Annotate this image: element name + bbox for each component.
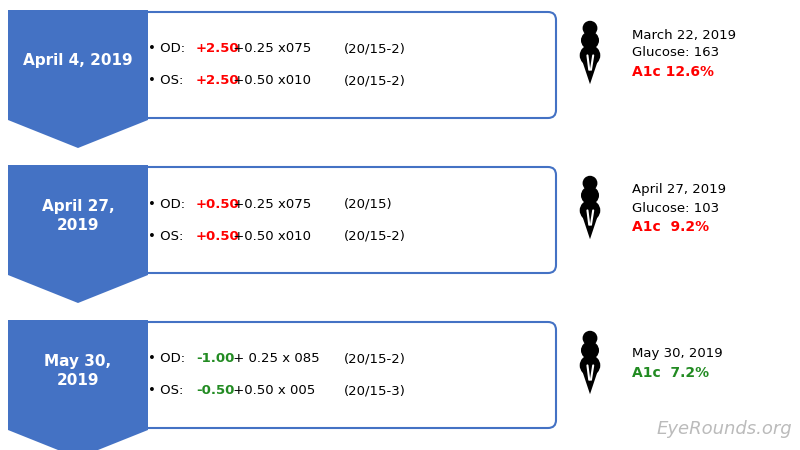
Text: +0.50: +0.50 — [196, 198, 240, 211]
Text: • OS:: • OS: — [148, 75, 192, 87]
Text: (20/15-2): (20/15-2) — [344, 42, 406, 55]
Text: • OD:: • OD: — [148, 42, 194, 55]
Polygon shape — [8, 10, 148, 148]
Text: A1c 12.6%: A1c 12.6% — [632, 65, 714, 79]
Text: April 27, 2019: April 27, 2019 — [632, 184, 726, 197]
Circle shape — [581, 46, 600, 65]
Polygon shape — [581, 55, 600, 84]
Text: -0.50: -0.50 — [196, 384, 234, 397]
Text: +2.50: +2.50 — [196, 75, 240, 87]
Text: Glucose: 103: Glucose: 103 — [632, 202, 719, 215]
Text: April 27,
2019: April 27, 2019 — [42, 199, 114, 233]
Polygon shape — [581, 365, 600, 394]
Text: -1.00: -1.00 — [196, 352, 234, 365]
Circle shape — [582, 187, 598, 204]
Text: EyeRounds.org: EyeRounds.org — [656, 420, 792, 438]
Text: March 22, 2019: March 22, 2019 — [632, 28, 736, 41]
Text: (20/15): (20/15) — [344, 198, 393, 211]
Circle shape — [582, 32, 598, 49]
Polygon shape — [581, 211, 600, 239]
Polygon shape — [8, 165, 148, 303]
Text: A1c  7.2%: A1c 7.2% — [632, 366, 709, 380]
Text: April 4, 2019: April 4, 2019 — [23, 53, 133, 68]
Text: (20/15-2): (20/15-2) — [344, 75, 406, 87]
FancyBboxPatch shape — [122, 12, 556, 118]
Text: Glucose: 163: Glucose: 163 — [632, 46, 719, 59]
Text: (20/15-2): (20/15-2) — [344, 352, 406, 365]
FancyBboxPatch shape — [122, 322, 556, 428]
Text: (20/15-3): (20/15-3) — [344, 384, 406, 397]
Circle shape — [581, 356, 600, 375]
Text: May 30, 2019: May 30, 2019 — [632, 346, 722, 360]
Circle shape — [583, 176, 597, 190]
Text: +0.50: +0.50 — [196, 230, 240, 243]
Polygon shape — [8, 320, 148, 450]
FancyBboxPatch shape — [122, 167, 556, 273]
Text: +0.25 x075: +0.25 x075 — [229, 42, 311, 55]
Text: + 0.25 x 085: + 0.25 x 085 — [229, 352, 320, 365]
Circle shape — [583, 332, 597, 345]
Circle shape — [581, 201, 600, 220]
Text: • OS:: • OS: — [148, 230, 192, 243]
Text: • OD:: • OD: — [148, 198, 194, 211]
Text: • OD:: • OD: — [148, 352, 194, 365]
Text: +2.50: +2.50 — [196, 42, 240, 55]
Text: A1c  9.2%: A1c 9.2% — [632, 220, 709, 234]
Circle shape — [583, 22, 597, 35]
Text: +0.50 x010: +0.50 x010 — [229, 75, 311, 87]
Text: (20/15-2): (20/15-2) — [344, 230, 406, 243]
Circle shape — [582, 342, 598, 359]
Text: • OS:: • OS: — [148, 384, 192, 397]
Text: May 30,
2019: May 30, 2019 — [45, 354, 111, 387]
Text: +0.50 x 005: +0.50 x 005 — [229, 384, 315, 397]
Text: +0.25 x075: +0.25 x075 — [229, 198, 311, 211]
Text: +0.50 x010: +0.50 x010 — [229, 230, 311, 243]
